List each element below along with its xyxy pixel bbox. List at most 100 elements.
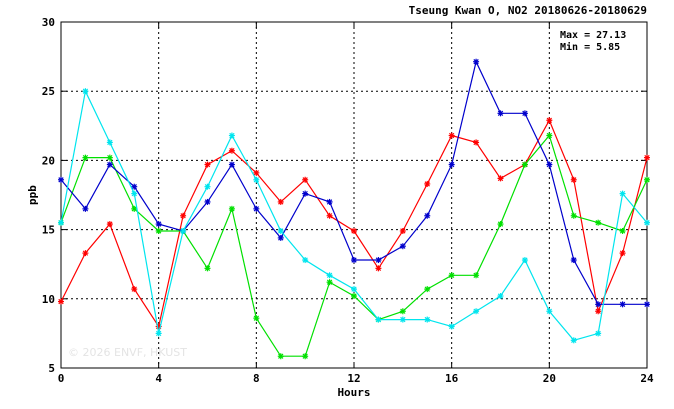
marker-stroke	[375, 316, 382, 323]
data-point	[375, 316, 382, 323]
data-point	[424, 180, 431, 187]
marker-stroke	[644, 177, 650, 183]
marker-stroke	[571, 257, 577, 263]
data-point	[595, 219, 602, 226]
marker-stroke	[253, 315, 260, 321]
marker-stroke	[107, 154, 113, 161]
marker-stroke	[424, 286, 430, 292]
marker-stroke	[82, 154, 89, 161]
marker-stroke	[131, 184, 137, 190]
data-point	[131, 286, 138, 293]
data-point	[448, 132, 455, 139]
data-point	[570, 212, 577, 219]
marker-stroke	[204, 161, 211, 168]
data-point	[619, 250, 626, 257]
data-point	[546, 161, 553, 168]
series-group	[58, 58, 650, 360]
data-point	[473, 308, 480, 315]
marker-stroke	[546, 132, 553, 139]
data-point	[326, 198, 333, 205]
y-axis-title: ppb	[26, 185, 39, 205]
marker-stroke	[204, 265, 211, 272]
marker-stroke	[351, 228, 357, 234]
data-point	[155, 330, 162, 337]
data-point	[473, 58, 480, 65]
x-tick-label: 16	[445, 372, 459, 385]
marker-stroke	[473, 139, 479, 146]
y-tick-label: 5	[48, 362, 55, 375]
marker-stroke	[497, 110, 504, 117]
data-point	[204, 183, 211, 190]
marker-stroke	[351, 293, 357, 299]
data-point	[521, 110, 528, 117]
data-point	[521, 257, 528, 264]
data-point	[326, 279, 333, 286]
marker-stroke	[571, 337, 577, 343]
marker-stroke	[253, 177, 260, 183]
data-point	[448, 272, 455, 279]
marker-stroke	[473, 308, 479, 314]
data-point	[399, 316, 406, 323]
marker-stroke	[229, 132, 235, 139]
marker-stroke	[619, 228, 626, 234]
marker-stroke	[619, 190, 626, 197]
y-tick-label: 15	[42, 224, 55, 237]
data-point	[351, 227, 357, 234]
data-point	[570, 176, 577, 183]
data-point	[106, 139, 113, 146]
marker-stroke	[278, 353, 284, 359]
data-point	[399, 308, 406, 315]
x-tick-label: 24	[640, 372, 654, 385]
marker-stroke	[302, 190, 308, 197]
marker-stroke	[619, 250, 626, 256]
data-point	[546, 308, 553, 315]
y-tick-label: 10	[42, 293, 55, 306]
watermark: © 2026 ENVF, HKUST	[68, 346, 187, 359]
marker-stroke	[448, 161, 455, 168]
marker-stroke	[82, 250, 89, 256]
data-point	[106, 221, 113, 228]
marker-stroke	[82, 88, 89, 94]
marker-stroke	[155, 221, 162, 227]
tick-labels: 0 4 8 12 16 20 24 5 10 15 20 25 30	[42, 16, 654, 385]
marker-stroke	[351, 257, 357, 263]
data-point	[497, 293, 504, 300]
marker-stroke	[107, 139, 113, 146]
x-tick-label: 8	[253, 372, 260, 385]
data-point	[302, 353, 309, 360]
data-point	[570, 337, 577, 344]
marker-stroke	[253, 206, 260, 212]
data-point	[58, 298, 64, 305]
data-point	[375, 265, 382, 272]
marker-stroke	[204, 199, 211, 205]
x-tick-label: 4	[155, 372, 162, 385]
marker-stroke	[58, 177, 64, 183]
x-tick-label: 0	[58, 372, 65, 385]
data-point	[58, 219, 64, 226]
marker-stroke	[58, 220, 64, 226]
data-point	[228, 132, 235, 139]
data-point	[497, 175, 504, 182]
data-point	[155, 221, 162, 228]
data-point	[546, 132, 553, 139]
marker-stroke	[326, 213, 333, 219]
data-point	[497, 221, 504, 228]
data-point	[595, 301, 602, 308]
data-point	[277, 198, 284, 205]
data-point	[644, 176, 650, 183]
data-point	[619, 301, 626, 308]
data-point	[106, 154, 113, 161]
marker-stroke	[326, 272, 333, 278]
marker-stroke	[131, 206, 137, 212]
data-point	[228, 161, 235, 168]
data-point	[644, 301, 650, 308]
marker-stroke	[131, 190, 137, 197]
data-point	[595, 308, 602, 315]
marker-stroke	[400, 228, 406, 234]
marker-stroke	[619, 301, 626, 308]
data-point	[228, 147, 235, 154]
marker-stroke	[375, 257, 382, 263]
marker-stroke	[424, 181, 430, 187]
marker-stroke	[302, 177, 308, 183]
